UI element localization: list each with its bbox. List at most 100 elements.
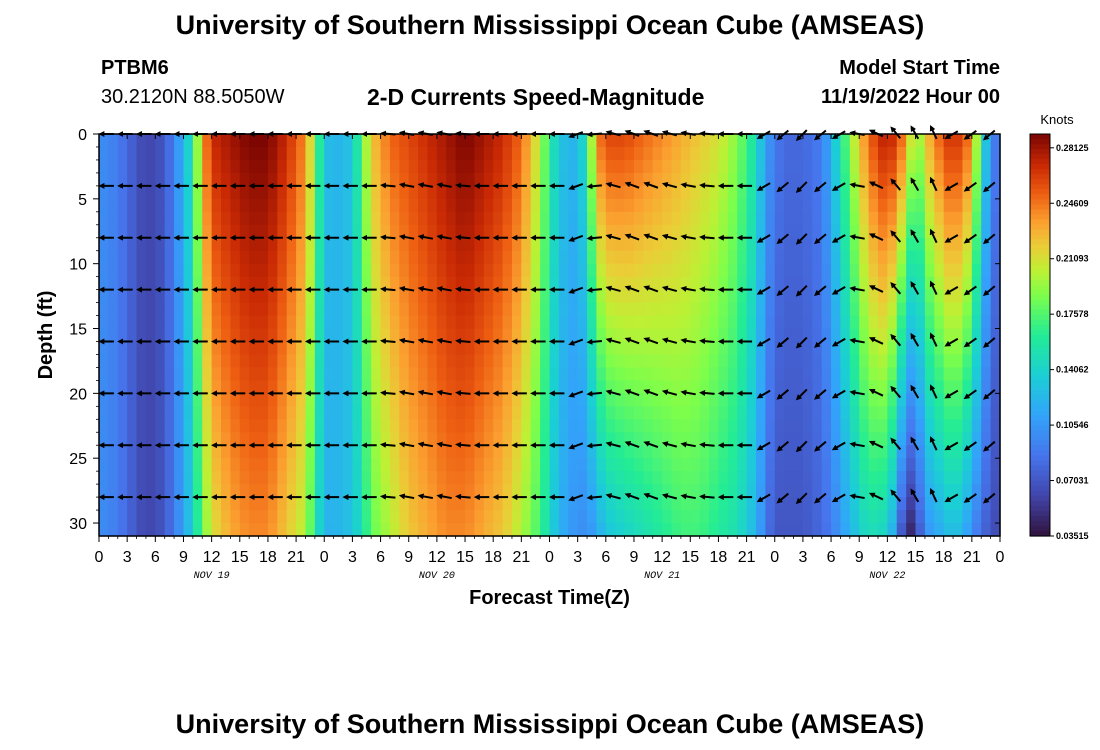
heatmap-cell: [296, 523, 307, 537]
heatmap-cell: [277, 237, 288, 252]
heatmap-cell: [821, 263, 832, 278]
heatmap-cell: [671, 471, 682, 485]
heatmap-cell: [418, 263, 429, 278]
heatmap-cell: [427, 289, 438, 304]
current-vector: [814, 233, 827, 245]
heatmap-cell: [155, 134, 166, 148]
heatmap-cell: [849, 523, 860, 537]
heatmap-cell: [680, 211, 691, 226]
heatmap-cell: [718, 302, 729, 317]
current-vector: [680, 337, 696, 344]
heatmap-cell: [971, 315, 982, 330]
heatmap-cell: [164, 172, 175, 187]
heatmap-cell: [915, 263, 926, 278]
heatmap-cell: [145, 198, 156, 213]
heatmap-cell: [99, 224, 109, 239]
heatmap-cell: [127, 263, 138, 278]
x-tick-label: 3: [573, 549, 582, 566]
heatmap-cell: [286, 367, 297, 381]
heatmap-cell: [183, 185, 194, 200]
heatmap-cell: [943, 471, 954, 485]
heatmap-cell: [343, 523, 354, 537]
heatmap-cell: [887, 445, 898, 459]
heatmap-cell: [671, 523, 682, 537]
heatmap-cell: [530, 172, 541, 187]
heatmap-cell: [680, 497, 691, 511]
heatmap-cell: [530, 263, 541, 278]
colorbar-swatch: [1030, 475, 1050, 482]
heatmap-cell: [145, 419, 156, 433]
heatmap-cell: [493, 432, 504, 446]
heatmap-cell: [887, 237, 898, 252]
heatmap-cell: [962, 185, 973, 200]
heatmap-cell: [812, 471, 823, 485]
heatmap-cell: [314, 134, 325, 148]
heatmap-cell: [343, 367, 354, 381]
heatmap-cell: [699, 146, 710, 161]
heatmap-cell: [840, 471, 851, 485]
heatmap-cell: [652, 276, 663, 291]
current-vector: [868, 337, 884, 345]
heatmap-cell: [155, 172, 166, 187]
heatmap-cell: [202, 276, 213, 291]
heatmap-cell: [493, 224, 504, 239]
heatmap-cell: [671, 419, 682, 433]
heatmap-cell: [718, 367, 729, 381]
heatmap-cell: [108, 354, 119, 369]
heatmap-cell: [521, 250, 532, 265]
heatmap-cell: [662, 471, 673, 485]
heatmap-cell: [587, 445, 598, 459]
heatmap-cell: [633, 172, 644, 187]
heatmap-cell: [812, 276, 823, 291]
heatmap-cell: [662, 276, 673, 291]
heatmap-cell: [380, 432, 391, 446]
heatmap-cell: [267, 419, 278, 433]
heatmap-cell: [943, 419, 954, 433]
heatmap-cell: [427, 146, 438, 161]
heatmap-cell: [755, 237, 766, 252]
heatmap-cell: [446, 315, 457, 330]
current-vector: [624, 492, 640, 500]
heatmap-cell: [324, 523, 335, 537]
heatmap-cell: [915, 198, 926, 213]
heatmap-cell: [502, 523, 513, 537]
heatmap-cell: [239, 159, 250, 174]
heatmap-cell: [427, 419, 438, 433]
heatmap-cell: [633, 419, 644, 433]
heatmap-cell: [192, 224, 203, 239]
heatmap-cell: [652, 159, 663, 174]
heatmap-cell: [727, 211, 738, 226]
heatmap-cell: [737, 484, 748, 498]
current-vector: [436, 234, 452, 241]
heatmap-cell: [549, 419, 560, 433]
heatmap-cell: [709, 341, 720, 356]
heatmap-cell: [117, 380, 128, 394]
colorbar-swatch: [1030, 234, 1050, 241]
heatmap-cell: [962, 237, 973, 252]
heatmap-cell: [549, 263, 560, 278]
heatmap-cell: [633, 224, 644, 239]
heatmap-cell: [868, 315, 879, 330]
current-vector: [379, 286, 396, 293]
heatmap-cell: [709, 419, 720, 433]
heatmap-cell: [943, 341, 954, 356]
heatmap-cell: [389, 302, 400, 317]
heatmap-cell: [211, 367, 222, 381]
heatmap-cell: [699, 134, 710, 148]
heatmap-cell: [558, 250, 569, 265]
heatmap-cell: [249, 367, 260, 381]
heatmap-cell: [896, 458, 907, 472]
heatmap-cell: [211, 471, 222, 485]
heatmap-cell: [896, 393, 907, 407]
heatmap-cell: [671, 224, 682, 239]
heatmap-cell: [221, 393, 231, 407]
heatmap-cell: [361, 237, 372, 252]
heatmap-cell: [671, 510, 682, 524]
heatmap-cell: [192, 484, 203, 498]
heatmap-cell: [765, 263, 776, 278]
heatmap-cell: [680, 367, 691, 381]
heatmap-cell: [680, 302, 691, 317]
heatmap-cell: [389, 445, 400, 459]
current-vector: [910, 488, 920, 503]
heatmap-cell: [324, 510, 335, 524]
